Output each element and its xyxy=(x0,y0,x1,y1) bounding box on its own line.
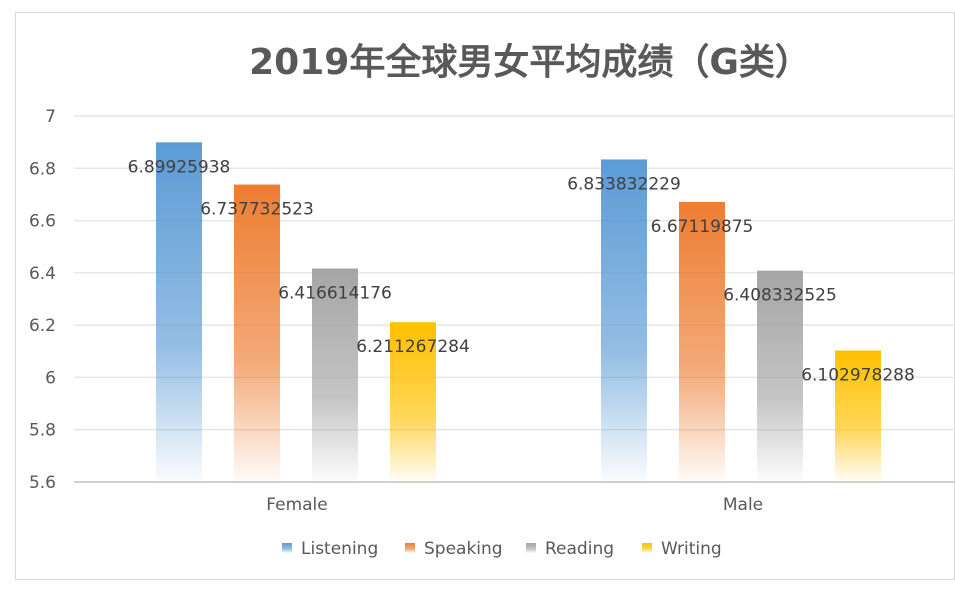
legend-swatch xyxy=(642,543,652,553)
y-tick-label: 6.4 xyxy=(29,264,56,284)
y-tick-label: 6 xyxy=(45,368,56,388)
bar-listening-female xyxy=(156,142,202,482)
data-label: 6.833832229 xyxy=(567,174,681,194)
y-tick-label: 6.6 xyxy=(29,212,56,232)
data-label: 6.89925938 xyxy=(128,157,231,177)
y-tick-label: 5.8 xyxy=(29,421,56,441)
legend-item-writing[interactable]: Writing xyxy=(642,539,722,559)
legend-swatch xyxy=(282,543,292,553)
bar-speaking-female xyxy=(234,184,280,482)
bar-reading-female xyxy=(312,268,358,482)
y-tick-label: 6.2 xyxy=(29,316,56,336)
data-label: 6.416614176 xyxy=(278,284,392,304)
category-label: Male xyxy=(723,495,763,515)
bar-reading-male xyxy=(757,270,803,482)
category-label: Female xyxy=(266,495,327,515)
legend-swatch xyxy=(526,543,536,553)
bar-writing-female xyxy=(390,322,436,482)
y-tick-label: 5.6 xyxy=(29,473,56,493)
chart-title: 2019年全球男女平均成绩（G类） xyxy=(249,41,811,83)
legend-item-listening[interactable]: Listening xyxy=(282,539,378,559)
y-tick-label: 7 xyxy=(45,107,56,127)
legend-label: Reading xyxy=(545,539,614,559)
data-label: 6.408332525 xyxy=(723,286,837,306)
bar-listening-male xyxy=(601,159,647,482)
y-tick-label: 6.8 xyxy=(29,159,56,179)
legend-item-reading[interactable]: Reading xyxy=(526,539,614,559)
data-label: 6.102978288 xyxy=(801,366,915,386)
data-label: 6.211267284 xyxy=(356,337,470,357)
bar-writing-male xyxy=(835,350,881,482)
legend-label: Speaking xyxy=(424,539,503,559)
legend-item-speaking[interactable]: Speaking xyxy=(405,539,503,559)
legend-label: Listening xyxy=(301,539,378,559)
legend-label: Writing xyxy=(661,539,722,559)
legend-swatch xyxy=(405,543,415,553)
data-label: 6.737732523 xyxy=(200,200,314,220)
bar-speaking-male xyxy=(679,201,725,482)
data-label: 6.67119875 xyxy=(651,217,754,237)
